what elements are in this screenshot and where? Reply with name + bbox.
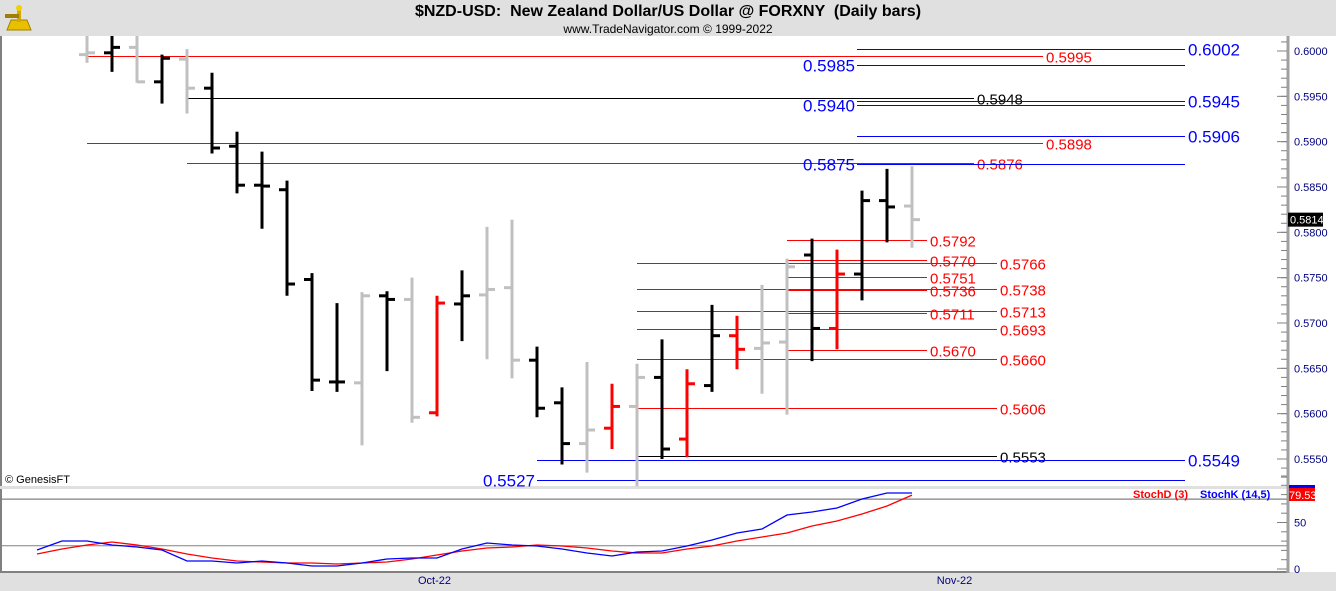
ohlc-bar <box>804 238 820 362</box>
level-label: 0.5995 <box>1046 50 1092 67</box>
ohlc-bar <box>379 291 395 372</box>
level-label: 0.5711 <box>930 307 975 324</box>
stochD-value-label: 79.53 <box>1289 490 1317 502</box>
ohlc-bar <box>154 54 170 104</box>
time-axis-label: Nov-22 <box>937 575 972 587</box>
price-axis-label: 0.5550 <box>1294 454 1328 466</box>
price-axis-label: 0.5800 <box>1294 227 1328 239</box>
price-axis-label: 0.5600 <box>1294 409 1328 421</box>
stochK-line <box>36 492 912 567</box>
ohlc-bar <box>179 49 195 114</box>
level-label: 0.5738 <box>1000 283 1046 300</box>
ohlc-bar <box>129 36 145 84</box>
level-label: 0.5770 <box>930 254 976 271</box>
stochK-value-marker <box>1289 485 1315 488</box>
level-label: 0.5693 <box>1000 323 1046 340</box>
ohlc-bar <box>254 151 270 229</box>
price-axis-label: 0.5950 <box>1294 91 1328 103</box>
ohlc-bar <box>654 339 670 460</box>
stoch-axis-label: 50 <box>1294 518 1306 530</box>
price-axis-label: 0.5700 <box>1294 318 1328 330</box>
level-label: 0.5792 <box>930 234 976 251</box>
stochD-value-box <box>1289 488 1315 501</box>
chart-subtitle: www.TradeNavigator.com © 1999-2022 <box>563 22 773 36</box>
price-axis-label: 0.5650 <box>1294 363 1328 375</box>
ohlc-bar <box>579 361 595 473</box>
ohlc-bar <box>429 295 445 417</box>
level-label: 0.5945 <box>1188 93 1240 112</box>
chart-title: $NZD-USD: New Zealand Dollar/US Dollar @… <box>414 3 922 20</box>
level-label: 0.5766 <box>1000 257 1046 274</box>
ohlc-bar <box>854 190 870 301</box>
ohlc-bar <box>79 36 95 63</box>
level-label: 0.5527 <box>483 472 535 491</box>
stoch-axis-label: 0 <box>1294 564 1300 576</box>
level-label: 0.5670 <box>930 344 976 361</box>
ohlc-bar <box>354 292 370 446</box>
time-axis-label: Oct-22 <box>418 575 451 587</box>
stochD-line <box>36 494 913 565</box>
last-price-box <box>1288 212 1323 227</box>
level-label: 0.6002 <box>1188 41 1240 60</box>
ohlc-bar <box>229 131 245 194</box>
ohlc-bar <box>104 36 120 72</box>
level-label: 0.5906 <box>1188 128 1240 147</box>
ohlc-bar <box>404 277 420 423</box>
copyright-label: © GenesisFT <box>5 474 70 486</box>
level-label: 0.5736 <box>930 284 976 301</box>
sextant-icon <box>5 5 32 31</box>
ohlc-bar <box>554 387 570 465</box>
ohlc-bar <box>729 315 745 370</box>
level-label: 0.5875 <box>803 156 855 175</box>
price-axis-label: 0.5850 <box>1294 182 1328 194</box>
ohlc-bar <box>529 346 545 418</box>
ohlc-bar <box>204 72 220 154</box>
panel-separator <box>0 486 1287 489</box>
level-label: 0.5660 <box>1000 353 1046 370</box>
ohlc-bar <box>829 249 845 350</box>
ohlc-bar <box>629 363 645 487</box>
level-label: 0.5940 <box>803 97 855 116</box>
level-label: 0.5985 <box>803 57 855 76</box>
level-label: 0.5751 <box>930 271 976 288</box>
level-label: 0.5713 <box>1000 305 1046 322</box>
level-label: 0.5948 <box>977 92 1023 109</box>
ohlc-bar <box>704 304 720 392</box>
ohlc-bar <box>679 369 695 458</box>
stochK-legend: StochK (14,5) <box>1200 489 1271 501</box>
ohlc-bar <box>454 270 470 342</box>
ohlc-bar <box>479 226 495 360</box>
level-label: 0.5553 <box>1000 450 1046 467</box>
ohlc-bars <box>79 36 920 487</box>
ohlc-bar <box>779 258 795 415</box>
price-axis-label: 0.5900 <box>1294 137 1328 149</box>
ohlc-bar <box>904 166 920 248</box>
chart-header: $NZD-USD: New Zealand Dollar/US Dollar @… <box>0 0 1336 36</box>
stochD-legend: StochD (3) <box>1133 489 1188 501</box>
ohlc-bar <box>604 383 620 450</box>
ohlc-bar <box>879 168 895 243</box>
ohlc-bar <box>279 180 295 296</box>
last-price-label: 0.5814 <box>1290 215 1324 227</box>
level-label: 0.5898 <box>1046 137 1092 154</box>
level-label: 0.5606 <box>1000 402 1046 419</box>
level-label: 0.5549 <box>1188 452 1240 471</box>
ohlc-bar <box>304 273 320 392</box>
time-axis-band <box>0 572 1336 591</box>
ohlc-bar <box>504 219 520 379</box>
ohlc-bar <box>754 284 770 394</box>
price-panel <box>0 36 1287 486</box>
ohlc-bar <box>329 303 345 392</box>
price-axis-label: 0.6000 <box>1294 46 1328 58</box>
price-axis-label: 0.5750 <box>1294 273 1328 285</box>
